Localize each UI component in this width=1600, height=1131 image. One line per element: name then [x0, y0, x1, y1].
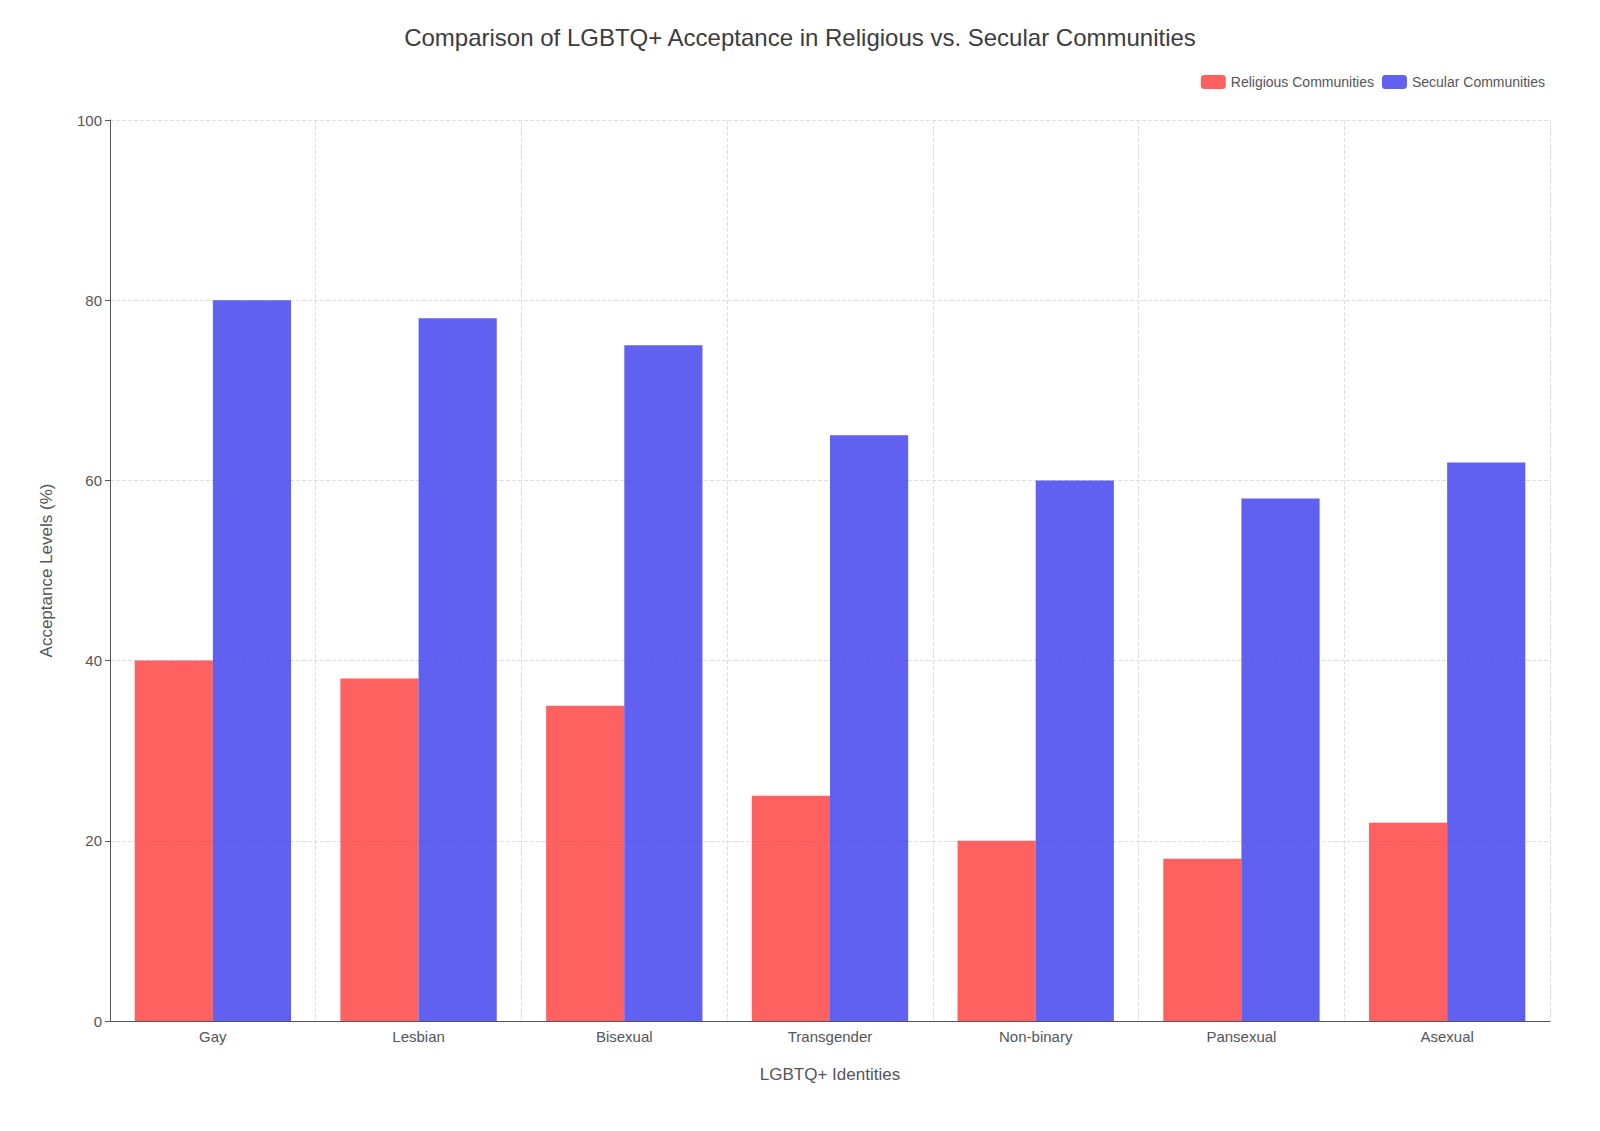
svg-text:60: 60	[85, 472, 102, 489]
svg-text:Pansexual: Pansexual	[1206, 1028, 1276, 1045]
svg-text:0: 0	[94, 1013, 102, 1030]
svg-text:Acceptance Levels (%): Acceptance Levels (%)	[37, 484, 56, 658]
svg-text:Lesbian: Lesbian	[392, 1028, 445, 1045]
svg-text:Gay: Gay	[199, 1028, 227, 1045]
svg-text:Asexual: Asexual	[1420, 1028, 1473, 1045]
svg-text:Secular Communities: Secular Communities	[1412, 74, 1545, 90]
svg-text:40: 40	[85, 652, 102, 669]
svg-text:20: 20	[85, 832, 102, 849]
svg-text:80: 80	[85, 292, 102, 309]
svg-text:Religious Communities: Religious Communities	[1231, 74, 1374, 90]
svg-text:100: 100	[77, 112, 102, 129]
svg-text:Transgender: Transgender	[788, 1028, 873, 1045]
svg-text:Comparison of LGBTQ+ Acceptanc: Comparison of LGBTQ+ Acceptance in Relig…	[404, 24, 1196, 51]
svg-text:Bisexual: Bisexual	[596, 1028, 653, 1045]
svg-text:Non-binary: Non-binary	[999, 1028, 1073, 1045]
svg-text:LGBTQ+ Identities: LGBTQ+ Identities	[760, 1065, 900, 1084]
